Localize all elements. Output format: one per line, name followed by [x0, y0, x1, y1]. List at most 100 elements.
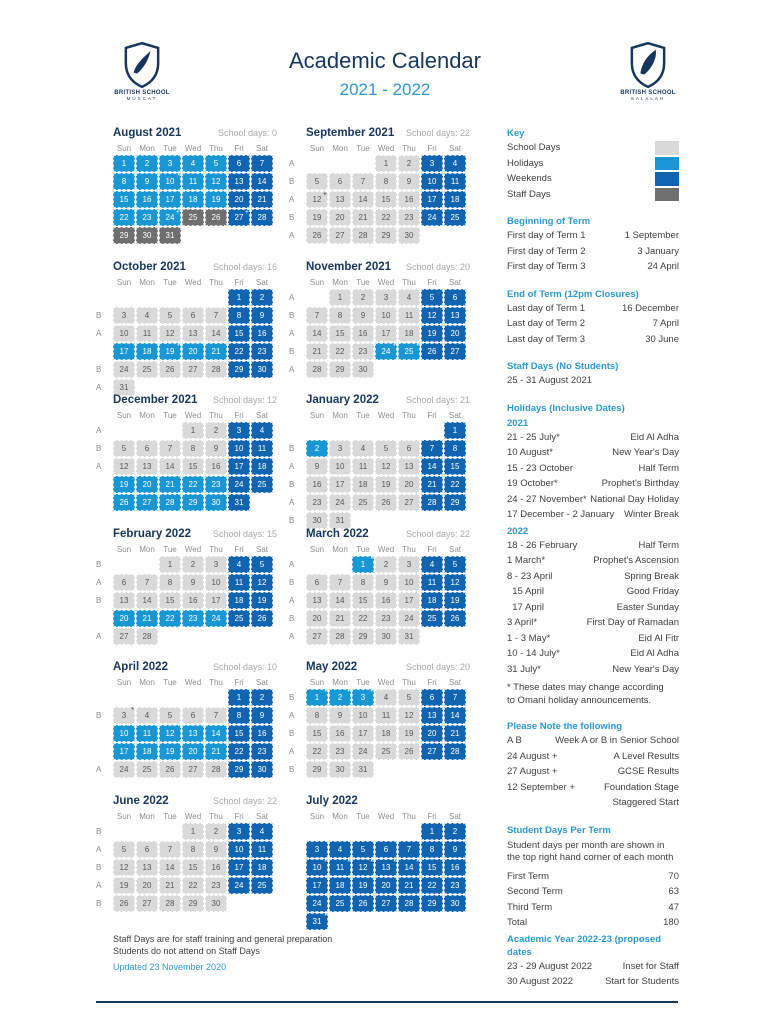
empty-day-cell [421, 628, 443, 645]
day-cell: 15 [375, 191, 397, 208]
row-value: New Year's Day [612, 663, 679, 675]
day-cell: 19 [444, 591, 466, 609]
section-row: 8 - 23 April Spring Break [507, 569, 679, 585]
muscat-logo-line2: MUSCAT [126, 96, 158, 101]
week-ab-label: B [289, 765, 295, 774]
empty-day-cell [398, 823, 420, 840]
day-cell: 7 [159, 840, 181, 858]
empty-day-cell [136, 556, 158, 573]
day-cell: 21 [251, 191, 273, 208]
day-cell: 20 [444, 324, 466, 342]
section-row: 23 - 29 August 2022 Inset for Staff [507, 959, 679, 975]
week-row: A 8 9 10 11 12 13 14 [289, 707, 470, 725]
week-ab-label: A [289, 292, 295, 302]
empty-day-cell [136, 289, 158, 306]
weekday-header-row: Sun Mon Tue Wed Thu Fri Sat [289, 276, 470, 289]
day-cell: 3 [306, 840, 328, 858]
day-cell: 24 [113, 360, 135, 378]
day-cell: 4 [375, 689, 397, 706]
weekday-label: Sun [116, 544, 132, 554]
section-row: 17 April Easter Sunday [507, 600, 679, 616]
week-row: A 23 24 25 26 27 28 29 [289, 494, 470, 512]
empty-day-cell [205, 289, 227, 306]
day-cell: 11 [136, 725, 158, 742]
week-ab-label [289, 859, 306, 876]
empty-day-cell [421, 512, 443, 529]
day-cell: 5 [421, 288, 443, 306]
day-cell: 17 [398, 591, 420, 609]
week-ab-label: B [96, 862, 102, 872]
day-cell: 4 [136, 306, 158, 324]
day-cell: 6 [136, 840, 158, 858]
weekday-label: Thu [402, 544, 416, 554]
weekday-label: Fri [427, 811, 437, 821]
month-header: April 2022 School days: 10 [113, 661, 277, 676]
week-row: A 1 * 2 3 4 5 [289, 555, 470, 574]
section-row: 27 August + GCSE Results [507, 764, 679, 780]
day-marker: * [177, 173, 180, 180]
week-ab-label: A [96, 462, 102, 471]
weekday-label: Fri [427, 144, 437, 153]
day-cell: 25 [251, 476, 273, 493]
day-cell: 25 [251, 876, 273, 894]
day-cell: 15 [182, 858, 204, 876]
day-cell: 7 [398, 840, 420, 858]
empty-day-cell [375, 512, 397, 529]
row-label: 25 - 31 August 2021 [507, 375, 593, 386]
day-cell: 3 [159, 155, 181, 172]
day-cell: 31 [329, 512, 351, 529]
day-cell: 20 [136, 876, 158, 894]
weekday-label: Fri [427, 544, 437, 554]
section-row: Last day of Term 2 7 April [507, 316, 679, 332]
day-cell: 22 [182, 476, 204, 493]
day-cell: 23 [352, 342, 374, 360]
day-marker: * [347, 689, 350, 696]
sidebar-section: Staff Days (No Students) 25 - 31 August 2… [507, 360, 679, 389]
day-cell: 28 [205, 761, 227, 778]
week-row: 15 16 17 18 19 20 21 [96, 191, 277, 209]
day-cell: 14 [444, 707, 466, 724]
day-marker: + [322, 191, 327, 198]
section-heading: Academic Year 2022-23 (proposed dates [507, 933, 662, 958]
empty-day-cell [306, 155, 328, 172]
key-title: Key [507, 128, 525, 139]
day-cell: 22 [375, 209, 397, 226]
day-cell: 12 [251, 573, 273, 591]
weekday-label: Sat [255, 411, 268, 420]
week-ab-label [96, 689, 113, 706]
day-cell: 10 [113, 725, 135, 742]
day-marker: * [370, 858, 373, 866]
week-ab-label [96, 725, 113, 742]
day-cell: 25 [329, 894, 351, 912]
row-label: Second Term [507, 886, 563, 897]
day-cell: 1 [444, 422, 466, 439]
day-cell: 20 [136, 476, 158, 493]
weekday-label: Tue [163, 411, 177, 420]
day-cell: 15 [113, 191, 135, 208]
weekday-label: Fri [234, 144, 244, 153]
week-ab-label: B [96, 595, 102, 605]
day-cell: 22 [306, 743, 328, 760]
key-legend-label: School Days [507, 142, 561, 154]
day-cell: 16 [375, 591, 397, 609]
empty-day-cell [159, 289, 181, 306]
weekday-label: Sun [309, 811, 325, 821]
row-label: First day of Term 3 [507, 261, 586, 272]
day-cell: 2 [352, 288, 374, 306]
weekday-label: Tue [163, 277, 177, 287]
day-cell: 16 [205, 458, 227, 475]
month-block: September 2021 School days: 22 Sun Mon Tue We… [289, 127, 470, 261]
section-heading: End of Term (12pm Closures) [507, 288, 639, 300]
row-value: Easter Sunday [616, 601, 679, 613]
row-value: Spring Break [624, 570, 679, 582]
empty-day-cell [136, 379, 158, 396]
day-cell: 15 [306, 725, 328, 742]
weekday-label: Sun [116, 144, 132, 153]
day-cell: 9 [251, 707, 273, 724]
row-value: 7 April [652, 318, 679, 329]
day-cell: 3 * [352, 689, 374, 706]
month-school-days-count: School days: 0 [217, 128, 277, 138]
empty-day-cell [329, 823, 351, 840]
empty-day-cell [421, 913, 443, 930]
